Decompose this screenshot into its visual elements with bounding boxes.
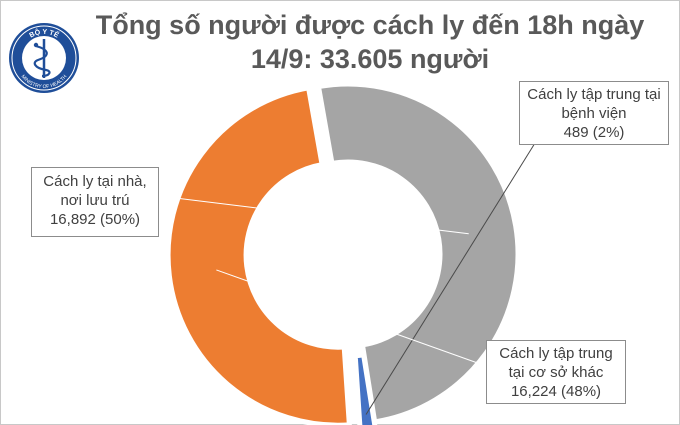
callout-hospital-label-2: bệnh viện xyxy=(561,105,627,122)
chart-title-line-2: 14/9: 33.605 người xyxy=(250,44,490,74)
callout-other-value: 16,224 (48%) xyxy=(510,383,602,400)
callout-home-label-1: Cách ly tại nhà, xyxy=(43,173,147,190)
callout-hospital-value: 489 (2%) xyxy=(563,124,625,141)
callout-other-label-2: tại cơ sở khác xyxy=(508,364,604,381)
callout-other-facility-quarantine: Cách ly tập trung tại cơ sở khác 16,224 … xyxy=(486,340,626,404)
ministry-of-health-caduceus-icon xyxy=(33,39,51,78)
slice-home-quarantine xyxy=(315,81,521,425)
leader-line-hospital-quarantine xyxy=(365,134,541,415)
callout-home-label-2: nơi lưu trú xyxy=(60,192,130,209)
chart-title: Tổng số người được cách ly đến 18h ngày … xyxy=(90,8,650,76)
callout-home-value: 16,892 (50%) xyxy=(49,211,141,228)
ministry-of-health-logo: BỘ Y TẾ MINISTRY OF HEALTH xyxy=(9,23,79,93)
callout-other-label-1: Cách ly tập trung xyxy=(499,345,613,362)
chart-title-line-1: Tổng số người được cách ly đến 18h ngày xyxy=(95,10,645,40)
leader-line-other-facility-quarantine xyxy=(216,269,487,367)
leader-line-home-quarantine xyxy=(158,195,469,235)
slice-other-facility-quarantine xyxy=(165,84,352,425)
callout-hospital-quarantine: Cách ly tập trung tại bệnh viện 489 (2%) xyxy=(519,81,669,145)
callout-hospital-label-1: Cách ly tập trung tại xyxy=(527,86,661,103)
callout-home-quarantine: Cách ly tại nhà, nơi lưu trú 16,892 (50%… xyxy=(31,167,159,237)
